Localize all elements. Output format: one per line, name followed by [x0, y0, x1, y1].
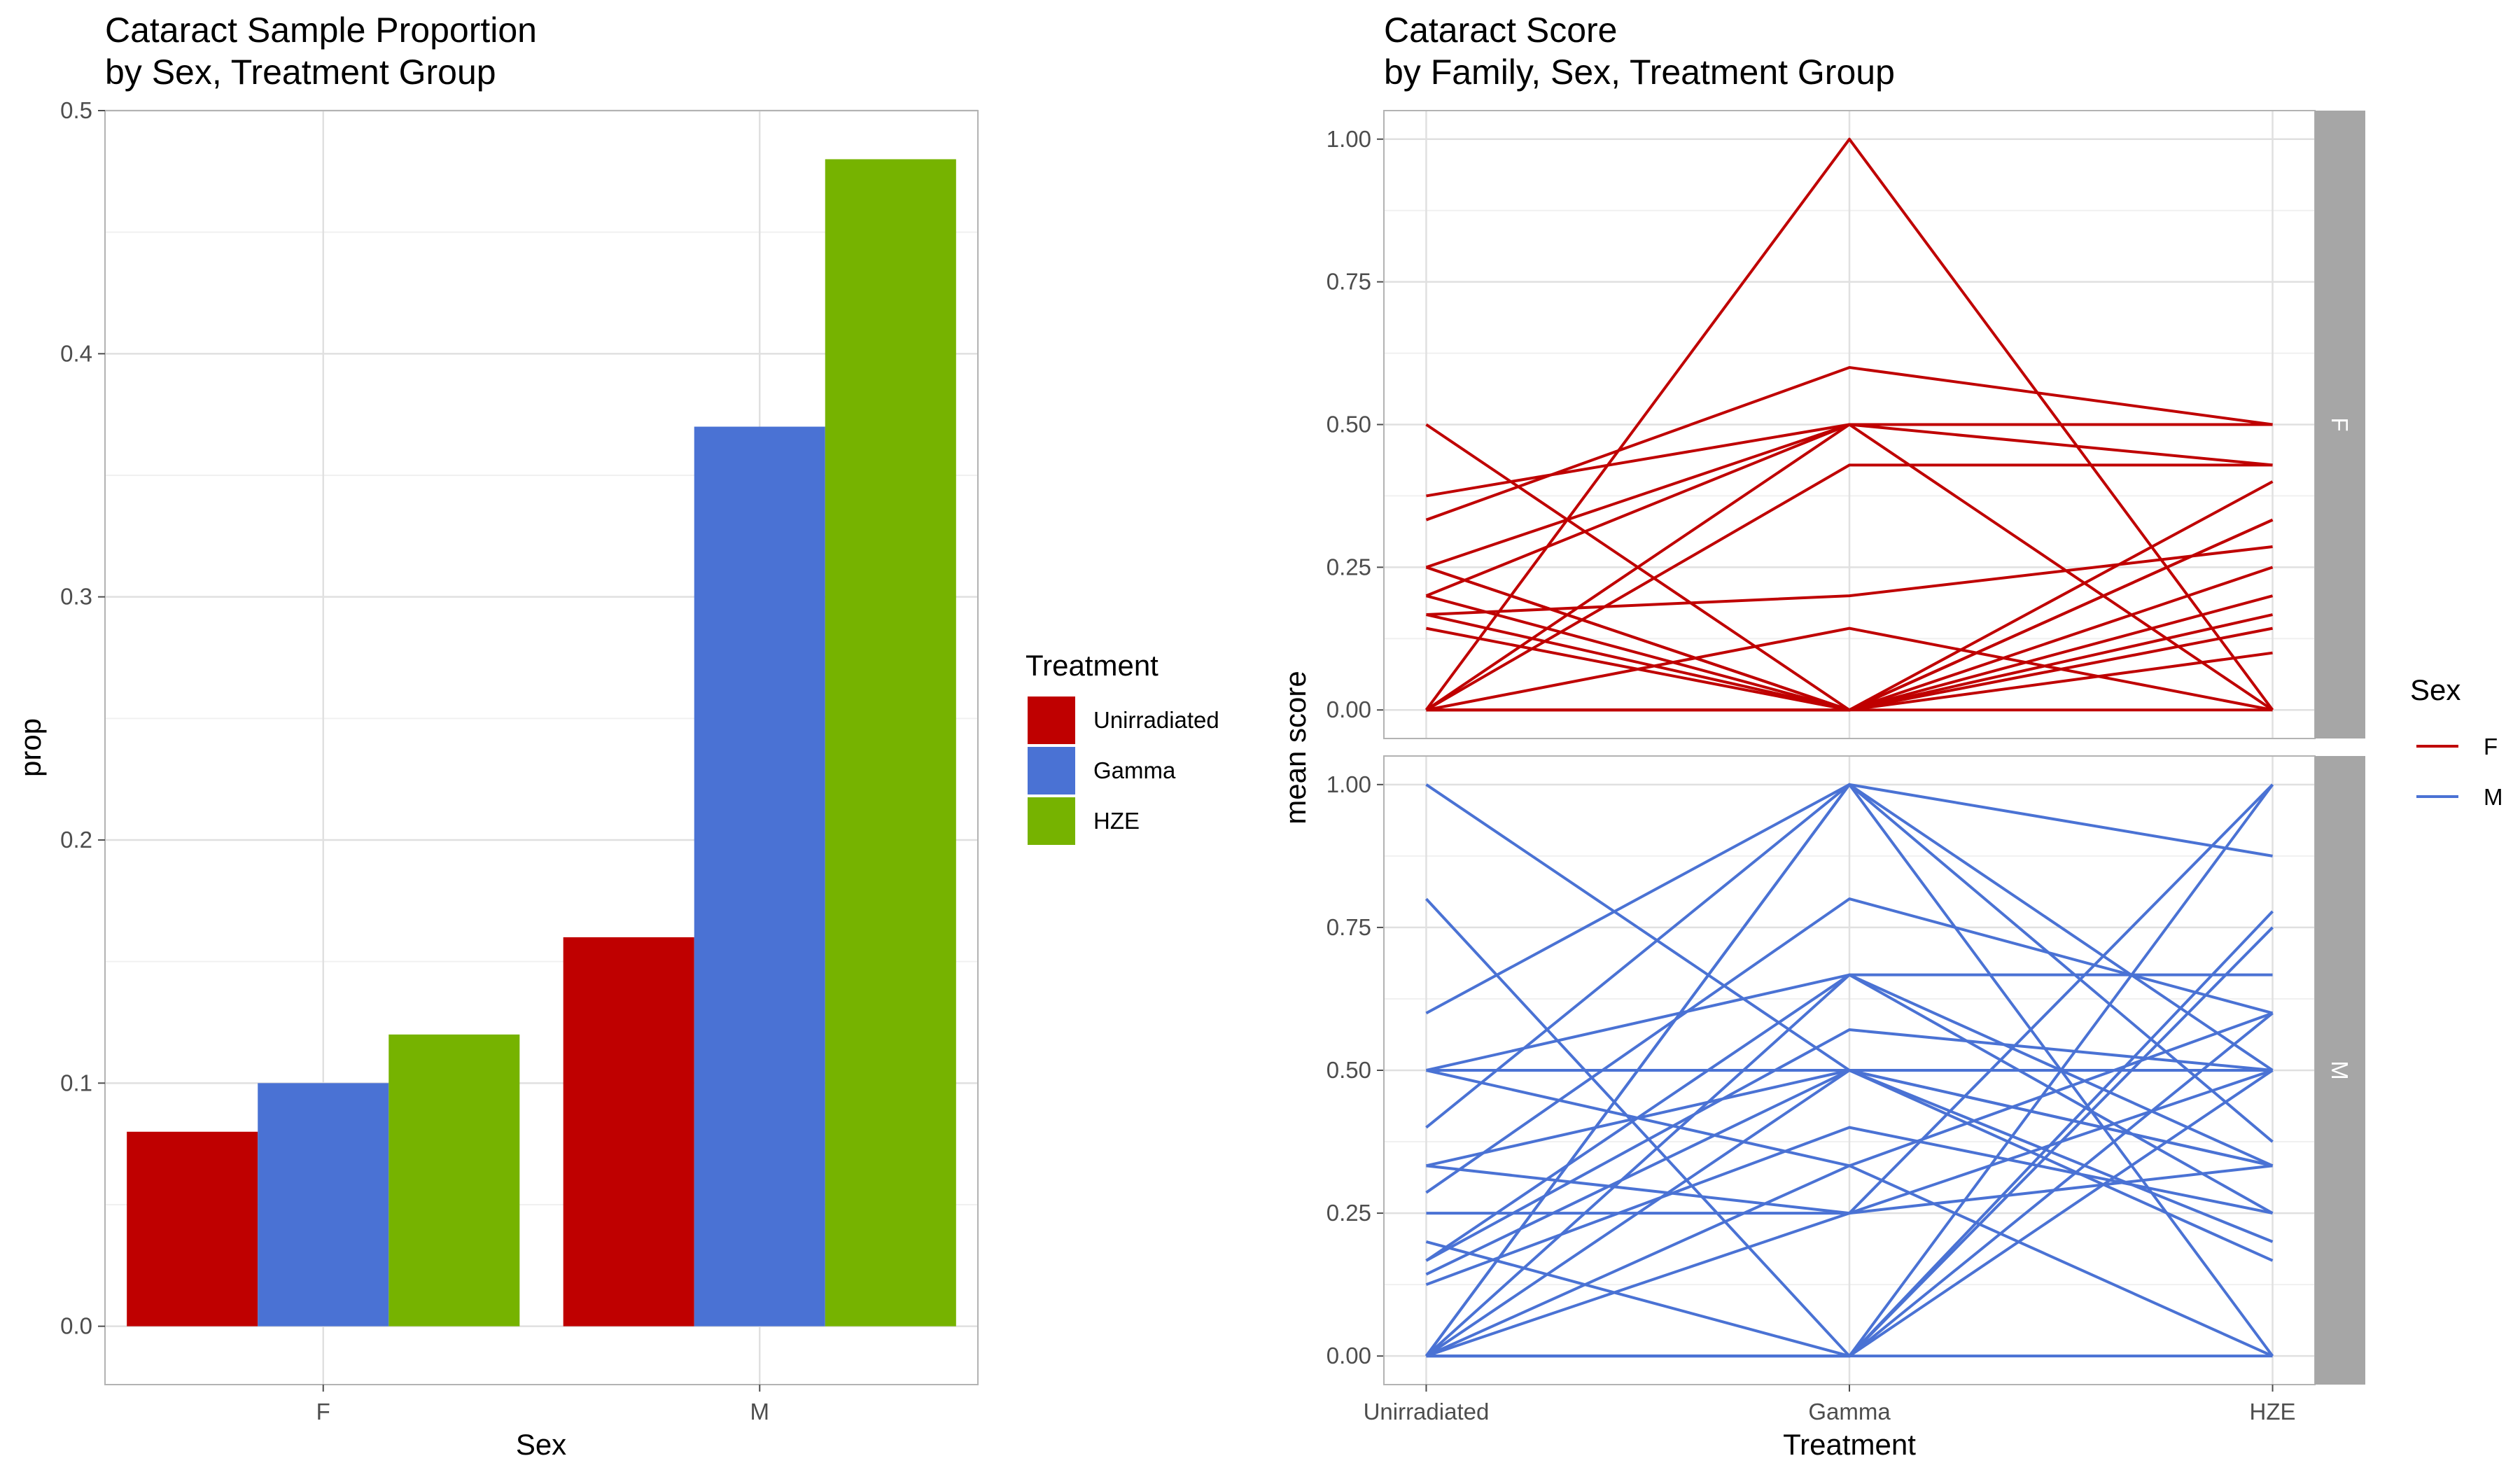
chart1-subtitle: by Sex, Treatment Group: [105, 52, 496, 92]
chart1-panel-border: [104, 110, 979, 1385]
bar-gamma-f: [258, 1083, 389, 1326]
sex-legend: Sex FM: [2410, 673, 2503, 810]
y-tick-label: 0.4: [60, 340, 92, 366]
y-tick-label: 0.5: [60, 97, 92, 123]
legend-key-hze: [1028, 797, 1075, 845]
bar-unirradiated-f: [127, 1131, 258, 1326]
legend-key-gamma: [1028, 747, 1075, 794]
y-tick-label: 0.75: [1326, 269, 1371, 295]
treatment-legend: Treatment Unirradiated Gamma HZE: [1026, 649, 1219, 845]
y-tick-label: 0.0: [60, 1313, 92, 1339]
y-tick-label: 1.00: [1326, 771, 1371, 797]
score-line-m-13: [1425, 1028, 2273, 1262]
chart2-y-axis-title: mean score: [1279, 671, 1312, 824]
treatment-legend-title: Treatment: [1026, 649, 1158, 682]
bar-hze-m: [825, 159, 956, 1326]
score-chart: Cataract Score by Family, Sex, Treatment…: [1279, 10, 2503, 1461]
sex-legend-title: Sex: [2410, 673, 2460, 706]
score-line-m-19: [1425, 1069, 2274, 1357]
chart2-title: Cataract Score: [1384, 10, 1617, 50]
legend-label-gamma: Gamma: [1093, 757, 1176, 783]
legend-label-f: F: [2484, 734, 2498, 760]
x-tick-label: Unirradiated: [1364, 1399, 1490, 1424]
chart1-bars: [127, 159, 956, 1326]
facet-strip-label: F: [2327, 417, 2353, 431]
facet-strip-f: [2315, 111, 2365, 738]
chart2-x-axis-title: Treatment: [1783, 1428, 1916, 1461]
chart1-x-axis-title: Sex: [516, 1428, 566, 1461]
facet-m: 0.00 0.25 0.50 0.75 1.00 M: [1326, 755, 2365, 1385]
y-tick-label: 0.00: [1326, 696, 1371, 722]
score-line-f-6: [1426, 545, 2273, 617]
bar-unirradiated-m: [563, 937, 694, 1326]
score-line-m-17: [1424, 783, 2273, 1357]
facet-strip-m: [2315, 756, 2365, 1385]
legend-label-m: M: [2484, 784, 2503, 810]
y-tick-label: 0.2: [60, 827, 92, 853]
score-line-f-9: [1424, 137, 2274, 711]
proportion-chart: Cataract Sample Proportion by Sex, Treat…: [14, 10, 1219, 1461]
score-line-f-11: [1425, 463, 2273, 711]
chart2-x-ticks: Unirradiated Gamma HZE: [1364, 1385, 2296, 1424]
score-line-f-2: [1425, 365, 2273, 522]
y-tick-label: 0.50: [1326, 412, 1371, 438]
y-tick-label: 0.00: [1326, 1343, 1371, 1368]
y-tick-label: 0.25: [1326, 554, 1371, 580]
chart1-y-ticks: 0.0 0.1 0.2 0.3 0.4 0.5: [60, 97, 105, 1339]
x-tick-label: M: [750, 1399, 770, 1424]
chart1-y-axis-title: prop: [14, 718, 47, 777]
x-tick-label: Gamma: [1808, 1399, 1891, 1424]
score-line-f-12: [1426, 626, 2273, 712]
legend-label-hze: HZE: [1093, 808, 1140, 834]
chart2-subtitle: by Family, Sex, Treatment Group: [1384, 52, 1895, 92]
legend-key-unirradiated: [1028, 696, 1075, 744]
y-tick-label: 1.00: [1326, 126, 1371, 152]
chart1-title: Cataract Sample Proportion: [105, 10, 537, 50]
bar-hze-f: [388, 1034, 520, 1326]
y-tick-label: 0.75: [1326, 914, 1371, 940]
y-tick-label: 0.50: [1326, 1057, 1371, 1083]
x-tick-label: F: [316, 1399, 330, 1424]
legend-label-unirradiated: Unirradiated: [1093, 707, 1219, 733]
y-tick-label: 0.25: [1326, 1200, 1371, 1226]
score-line-f-17: [1425, 566, 2273, 712]
bar-gamma-m: [694, 426, 825, 1326]
facet-f: 0.00 0.25 0.50 0.75 1.00 F: [1326, 110, 2365, 739]
facet-strip-label: M: [2327, 1060, 2353, 1080]
y-tick-label: 0.3: [60, 584, 92, 610]
score-line-m-20: [1425, 1011, 2274, 1358]
y-tick-label: 0.1: [60, 1070, 92, 1096]
score-line-m-24: [1425, 1164, 2273, 1358]
x-tick-label: HZE: [2250, 1399, 2296, 1424]
score-line-m-15: [1425, 1126, 2273, 1287]
chart2-facets: 0.00 0.25 0.50 0.75 1.00 F 0.00 0.25 0.50 0.75 1.0…: [1326, 110, 2365, 1385]
